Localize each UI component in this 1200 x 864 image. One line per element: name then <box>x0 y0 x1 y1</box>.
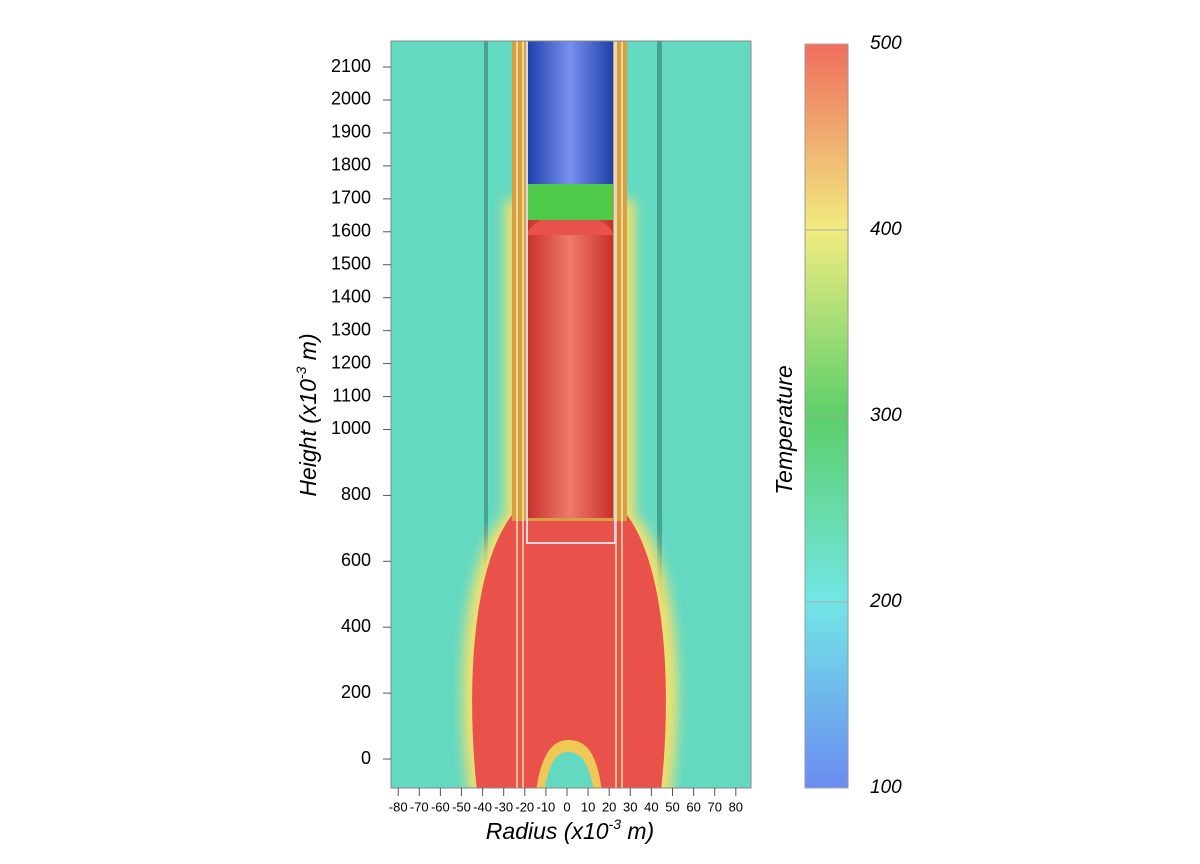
y-tick-label: 2000 <box>331 89 371 109</box>
x-tick-label: -80 <box>389 799 408 814</box>
x-tick-label: -30 <box>494 799 513 814</box>
x-tick-label: 70 <box>707 799 721 814</box>
plot-frame <box>390 40 752 789</box>
temperature-field <box>391 41 751 788</box>
x-tick-label: -10 <box>536 799 555 814</box>
y-tick-label: 1400 <box>331 286 371 306</box>
x-tick-label: 50 <box>665 799 679 814</box>
x-tick-label: -60 <box>431 799 450 814</box>
x-tick-label: 80 <box>729 799 743 814</box>
y-tick-label: 1900 <box>331 122 371 142</box>
y-tick-label: 0 <box>361 748 371 768</box>
x-tick-label: -20 <box>515 799 534 814</box>
x-tick-label: -50 <box>452 799 471 814</box>
y-tick-label: 1500 <box>331 253 371 273</box>
colorbar-tick-label: 200 <box>869 591 902 612</box>
colorbar-tick-label: 100 <box>870 777 902 798</box>
y-tick-label: 400 <box>341 616 371 636</box>
x-tick-label: 20 <box>602 799 616 814</box>
y-tick-label: 1000 <box>331 418 371 438</box>
y-tick-label: 800 <box>341 484 371 504</box>
y-tick-label: 1300 <box>331 319 371 339</box>
x-tick-label: 0 <box>563 799 570 814</box>
colorbar-tick-label: 400 <box>870 219 902 240</box>
y-tick-label: 2100 <box>331 56 371 76</box>
x-tick-label: -70 <box>410 799 429 814</box>
y-tick-label: 1100 <box>332 385 371 405</box>
y-axis-label: Height (x10-3 m) <box>293 333 321 496</box>
colorbar-label: Temperature <box>771 365 797 495</box>
x-tick-label: 40 <box>644 799 658 814</box>
colorbar-tick-label: 300 <box>870 405 902 426</box>
y-tick-label: 1700 <box>331 188 371 208</box>
y-tick-label: 600 <box>341 550 371 570</box>
x-tick-label: 10 <box>581 799 595 814</box>
y-tick-label: 1800 <box>331 155 371 175</box>
y-tick-label: 200 <box>341 682 371 702</box>
x-tick-label: 30 <box>623 799 637 814</box>
x-tick-label: -40 <box>473 799 492 814</box>
y-tick-label: 1200 <box>331 352 371 372</box>
x-tick-label: 60 <box>686 799 700 814</box>
colorbar-tick-label: 500 <box>870 33 902 54</box>
x-axis-label: Radius (x10-3 m) <box>486 816 654 844</box>
y-tick-label: 1600 <box>331 221 371 241</box>
